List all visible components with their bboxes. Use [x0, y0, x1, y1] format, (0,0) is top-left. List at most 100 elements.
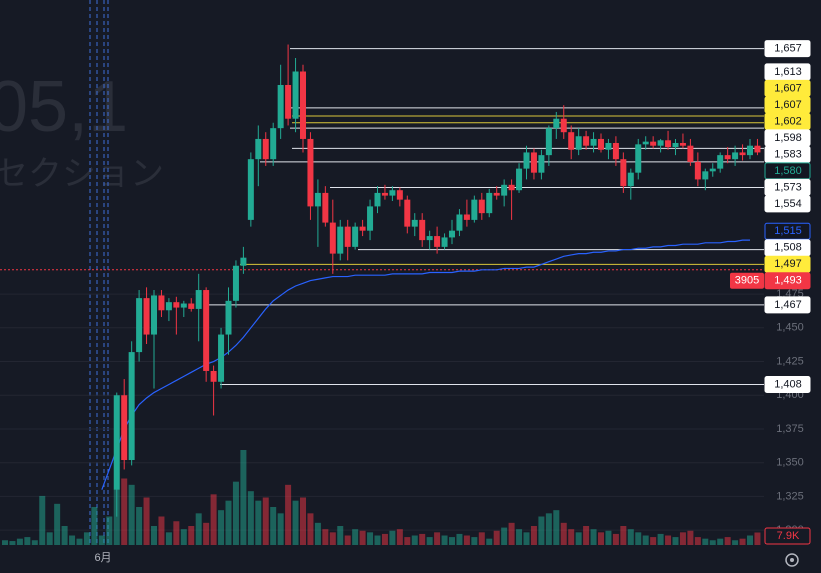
volume-bar: [419, 533, 426, 545]
volume-bar: [717, 538, 724, 545]
volume-bar: [404, 537, 411, 545]
volume-bar: [545, 513, 552, 545]
volume-bar: [218, 510, 225, 545]
volume-bar: [61, 526, 68, 545]
settings-icon[interactable]: [785, 553, 799, 567]
volume-bar: [300, 497, 306, 545]
candle-body: [642, 141, 649, 145]
candle-body: [486, 192, 493, 214]
candle-body: [463, 214, 470, 220]
candle-body: [598, 138, 604, 150]
candle-body: [374, 192, 381, 207]
volume-bar: [694, 537, 701, 545]
volume-bar: [493, 530, 500, 545]
candle-body: [277, 84, 284, 129]
candle-body: [381, 192, 388, 196]
candle-body: [590, 138, 597, 146]
volume-bar: [754, 532, 761, 545]
volume-bar: [113, 489, 120, 545]
volume-bar: [314, 522, 321, 545]
candle-body: [300, 71, 306, 139]
volume-bar: [508, 522, 515, 545]
candle-body: [203, 290, 210, 371]
price-label-box: [764, 296, 811, 314]
candle-body: [650, 141, 657, 146]
candle-body: [270, 128, 277, 160]
ma-line: [101, 239, 750, 490]
volume-bar: [232, 481, 239, 545]
volume-bar: [91, 507, 98, 545]
x-tick-label: 6月: [94, 552, 111, 564]
volume-bar: [702, 538, 709, 545]
volume-bar: [381, 533, 388, 545]
volume-bar: [650, 537, 657, 545]
price-label: 1,598: [774, 132, 802, 144]
candle-body: [679, 142, 686, 146]
volume-bar: [165, 532, 172, 545]
price-label: 1,497: [774, 258, 802, 270]
candle-body: [508, 184, 515, 191]
volume-bar: [16, 538, 23, 545]
level-lines: [0, 48, 764, 385]
price-label: 1,657: [774, 42, 802, 54]
moving-average: [101, 239, 750, 490]
volume-bar: [128, 484, 135, 545]
candle-body: [568, 132, 575, 150]
candle-body: [419, 219, 426, 241]
volume-bar: [449, 537, 455, 545]
candle-body: [724, 155, 731, 160]
volume-bar: [39, 495, 46, 545]
candle-body: [717, 155, 724, 169]
volume-bar: [76, 538, 83, 545]
price-label: 1,580: [774, 165, 802, 177]
candle-body: [672, 142, 679, 148]
price-label: 1,493: [774, 275, 802, 287]
candle-body: [292, 71, 299, 119]
volume-bar: [441, 535, 448, 545]
watermark: 05,1 セクション: [0, 67, 164, 193]
price-label: 1,613: [774, 66, 802, 78]
volume-bar: [456, 533, 463, 545]
candle-body: [396, 190, 403, 200]
candle-body: [121, 395, 128, 461]
volume-bar: [121, 478, 128, 545]
volume-bar: [665, 535, 672, 545]
y-tick-label: 1,350: [776, 457, 804, 469]
volume-bar: [352, 529, 359, 545]
volume-bar: [270, 507, 277, 545]
volume-pane: [2, 450, 761, 545]
candle-body: [441, 237, 448, 247]
volume-bar: [292, 500, 299, 545]
volume-bar: [158, 516, 165, 545]
candle-body: [732, 152, 739, 160]
volume-bar: [180, 529, 187, 545]
candle-body: [128, 352, 135, 461]
candle-body: [434, 236, 441, 247]
candle-body: [523, 152, 530, 169]
volume-bar: [203, 522, 210, 545]
candle-body: [426, 236, 433, 241]
candle-body: [225, 300, 232, 335]
candle-body: [739, 152, 746, 156]
watermark-subtitle: セクション: [0, 155, 164, 193]
volume-bar: [344, 535, 351, 545]
candle-body: [620, 159, 627, 187]
volume-bar: [247, 491, 254, 545]
volume-bar: [389, 530, 396, 545]
candle-body: [456, 214, 463, 231]
price-label: 1,408: [774, 378, 802, 390]
candle-body: [747, 145, 753, 156]
settings-button[interactable]: [785, 553, 799, 567]
candle-body: [359, 226, 366, 231]
candle-body: [314, 192, 321, 207]
candle-body: [143, 298, 150, 335]
candle-body: [158, 295, 165, 311]
volume-bar: [739, 538, 746, 545]
candle-body: [665, 140, 672, 148]
volume-bar: [277, 513, 284, 545]
candle-body: [240, 257, 247, 266]
candles: [113, 44, 761, 517]
candle-body: [255, 138, 262, 160]
candle-body: [136, 298, 143, 353]
